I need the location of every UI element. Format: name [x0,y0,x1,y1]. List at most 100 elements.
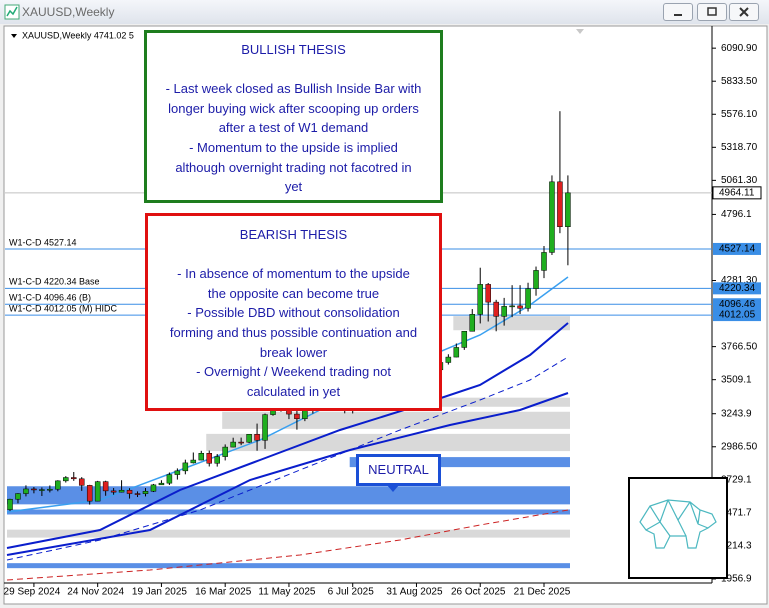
close-button[interactable] [729,3,759,21]
bearish-thesis-box: BEARISH THESIS - In absence of momentum … [145,213,442,411]
level-tag [713,309,761,322]
candle-body [15,493,21,500]
zone [7,486,570,505]
candle-body [501,306,507,317]
shift-marker[interactable] [576,29,584,34]
x-tick-label: 16 Mar 2025 [195,587,252,598]
candle-body [7,498,13,510]
annotation-line: - Momentum to the upside is implied [189,139,398,155]
annotation-line: longer buying wick after scooping up ord… [168,100,419,116]
candle-body [182,462,189,472]
candle-body [214,456,220,464]
y-tick-label: 4281.30 [721,275,758,286]
candle-body [23,488,29,494]
candle-body [55,480,61,490]
y-tick-label: 4796.1 [721,209,752,220]
y-tick-label: 2729.1 [721,474,752,485]
candle-body [126,489,133,494]
candle-body [461,331,468,348]
neutral-box: NEUTRAL [356,454,441,486]
candle-body [549,181,555,253]
annotation-line: - Possible DBD without consolidation [187,305,400,321]
y-tick-label: 5061.30 [721,175,758,186]
x-tick-label: 31 Aug 2025 [386,587,443,598]
candle-body [31,488,37,491]
zone [7,529,570,538]
candle-body [477,284,483,315]
annotation-line: forming and thus possible continuation a… [169,324,418,340]
candle-body [493,301,499,317]
current-price-label: 4964.11 [719,187,755,198]
annotation-line: yet [284,179,303,195]
candle-body [230,441,236,448]
x-tick-label: 6 Jul 2025 [328,587,375,598]
candle-body [110,490,117,493]
y-tick-label: 3243.9 [721,408,752,419]
level-label: W1-C-D 4220.34 Base [9,277,100,287]
moving-average [6,509,569,581]
y-tick-label: 3766.50 [721,341,758,352]
candle-body [541,252,547,271]
level-label: W1-C-D 4096.46 (B) [9,293,91,303]
candle-body [525,288,531,309]
candle-body [94,481,101,502]
candle-body [150,484,157,492]
candle-body [102,481,109,492]
minimize-button[interactable] [663,3,693,21]
level-tag [713,282,761,295]
candle-body [39,489,45,491]
candle-body [222,446,228,457]
candle-body [71,477,77,480]
annotation-line: the opposite can become true [207,285,380,301]
candle-body [557,181,563,228]
bullish-thesis-box: BULLISH THESIS - Last week closed as Bul… [144,30,443,203]
annotation-line: after a test of W1 demand [218,120,369,136]
candle-body [174,470,181,475]
logo-frame [628,477,728,579]
candle-body [238,441,244,444]
restore-button[interactable] [697,3,727,21]
candle-body [509,305,515,308]
symbol-marker [11,34,17,38]
candle-body [445,356,452,363]
level-tag-label: 4220.34 [719,283,756,294]
annotation-line: calculated in yet [246,383,341,399]
candle-body [254,433,260,441]
candle-body [198,453,205,461]
y-tick-label: 2471.7 [721,508,752,519]
x-tick-label: 11 May 2025 [258,587,316,598]
y-tick-label: 2986.50 [721,441,758,452]
x-tick-label: 26 Oct 2025 [451,587,506,598]
candle-body [262,414,268,441]
annotation-title: NEUTRAL [368,462,429,477]
level-tag-label: 4012.05 [719,310,756,321]
annotation-line: - In absence of momentum to the upside [177,266,410,282]
y-tick-label: 3509.1 [721,374,752,385]
candle-body [469,314,476,332]
level-tag [713,298,761,311]
annotation-title: BULLISH THESIS [241,42,346,57]
level-tag-label: 4527.14 [719,244,756,255]
candle-body [190,459,197,464]
bear-icon [639,499,717,549]
moving-average [6,322,569,549]
candle-body [533,270,539,289]
candle-body [86,485,93,502]
candle-body [453,347,460,358]
y-tick-label: 2214.3 [721,541,752,552]
annotation-line: - Last week closed as Bullish Inside Bar… [165,81,422,97]
candle-body [294,413,300,419]
candle-body [485,284,491,303]
zone [349,457,570,468]
x-tick-label: 19 Jan 2025 [132,587,187,598]
candle-body [63,477,69,482]
candle-body [47,488,53,491]
candle-body [517,305,523,309]
moving-average [6,392,569,556]
window-title: XAUUSD,Weekly [22,5,115,19]
window-icon [4,4,20,20]
level-tag-label: 4096.46 [719,299,756,310]
zone [7,563,570,569]
candle-body [142,491,149,494]
